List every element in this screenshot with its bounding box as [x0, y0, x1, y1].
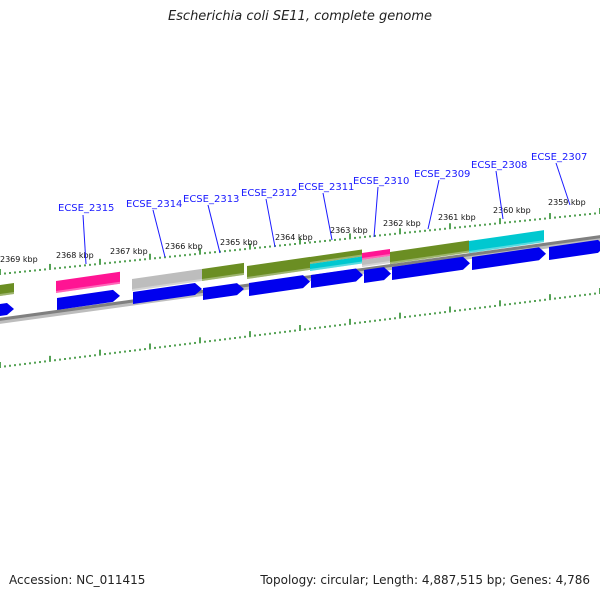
cog-block-olive-shade [247, 267, 310, 279]
kbp-label: 2364 kbp [275, 233, 313, 242]
gene-label[interactable]: ECSE_2307 [531, 152, 587, 163]
gene-label[interactable]: ECSE_2310 [353, 176, 409, 187]
cog-block-cyan [469, 230, 544, 253]
cog-block-olive [390, 240, 469, 264]
cds-arrow [472, 247, 546, 270]
kbp-label: 2362 kbp [383, 219, 421, 228]
kbp-label: 2359 kbp [548, 198, 586, 207]
cog-block-olive-shade [202, 272, 244, 281]
cds-track [0, 239, 600, 316]
cog-block-olive [0, 282, 14, 296]
gene-label-leader [152, 209, 166, 258]
kbp-label: 2363 kbp [330, 226, 368, 235]
cog-block-cyan-shade [310, 261, 362, 271]
outer-tick-ring [0, 208, 600, 275]
cds-arrow [203, 283, 244, 300]
cog-block-olive [202, 262, 244, 281]
kbp-label: 2367 kbp [110, 247, 148, 256]
cds-arrow [392, 256, 470, 280]
cog-block-pink [56, 271, 120, 293]
accession: Accession: NC_011415 [9, 573, 146, 587]
kbp-labels: 2369 kbp 2368 kbp 2367 kbp 2366 kbp 2365 kbp… [0, 198, 586, 264]
map-title: Escherichia coli SE11, complete genome [167, 9, 433, 24]
cog-block-olive-shade [0, 291, 14, 296]
gene-label-leader [207, 204, 221, 254]
kbp-label: 2365 kbp [220, 238, 258, 247]
kbp-label: 2368 kbp [56, 251, 94, 260]
cog-block-gray-shade [132, 278, 202, 291]
kbp-label: 2361 kbp [438, 213, 476, 222]
cog-block-pink-shade [362, 253, 390, 260]
cds-arrow [311, 268, 363, 288]
kbp-label: 2366 kbp [165, 242, 203, 251]
cog-block-olive [310, 249, 362, 264]
cog-block-pink-shade [56, 281, 120, 293]
gene-label[interactable]: ECSE_2312 [241, 188, 297, 199]
gene-labels: ECSE_2315 ECSE_2314 ECSE_2313ECSE_2312ECSE… [58, 152, 587, 265]
cog-track [0, 230, 544, 296]
gene-label[interactable]: ECSE_2308 [471, 160, 527, 171]
cds-arrow [57, 289, 120, 310]
gene-label-leader [265, 198, 276, 248]
gene-label[interactable]: ECSE_2313 [183, 194, 239, 205]
gene-label-leader [495, 170, 504, 220]
cds-arrow [249, 275, 310, 296]
cog-block-pink [362, 248, 390, 260]
cds-arrow [0, 302, 14, 316]
gene-label[interactable]: ECSE_2314 [126, 199, 182, 210]
gene-label[interactable]: ECSE_2315 [58, 203, 114, 214]
cog-block-gray [362, 255, 390, 267]
gene-label-leader [373, 186, 379, 238]
gene-label-leader [427, 179, 440, 230]
cog-block-olive-shade [390, 250, 469, 264]
cds-arrow [549, 239, 600, 260]
kbp-label: 2369 kbp [0, 255, 38, 264]
gene-label[interactable]: ECSE_2309 [414, 169, 470, 180]
genome-stats: Topology: circular; Length: 4,887,515 bp… [260, 573, 590, 587]
inner-tick-ring [0, 288, 600, 368]
cog-block-cyan-shade [469, 240, 544, 253]
gene-label[interactable]: ECSE_2311 [298, 182, 354, 193]
cds-arrow [364, 267, 391, 283]
cog-block-gray-shade [362, 260, 390, 267]
cog-block-cyan [310, 256, 362, 271]
cog-block-gray [132, 268, 202, 291]
gene-label-leader [322, 192, 333, 241]
cds-arrow [133, 283, 202, 304]
cog-block-olive [247, 256, 310, 279]
gene-label-leader [555, 162, 571, 206]
kbp-label: 2360 kbp [493, 206, 531, 215]
gene-label-leader [82, 214, 87, 265]
cog-block-olive-shade [310, 254, 362, 264]
